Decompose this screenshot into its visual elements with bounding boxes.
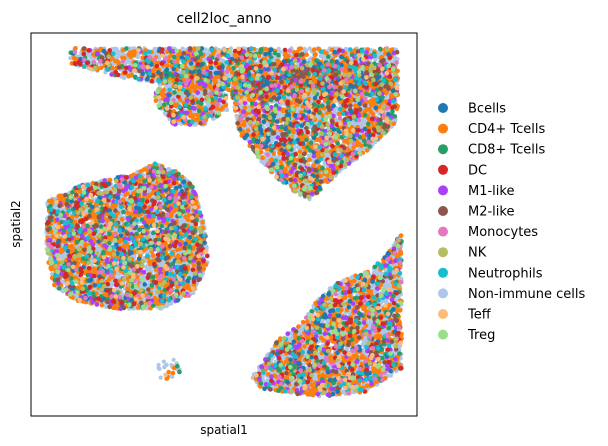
data-point — [164, 83, 169, 89]
data-point — [135, 55, 140, 60]
data-point — [306, 153, 311, 158]
data-point — [278, 50, 283, 55]
data-point — [292, 145, 297, 150]
data-point — [152, 46, 157, 52]
data-point — [226, 73, 231, 78]
data-point — [343, 46, 348, 52]
data-point — [202, 58, 207, 63]
data-point — [259, 159, 264, 164]
data-point — [115, 55, 120, 60]
data-point — [224, 106, 229, 111]
data-point — [119, 74, 124, 79]
data-point — [203, 47, 208, 52]
data-point — [307, 46, 312, 51]
scatter-points — [44, 46, 404, 399]
data-point — [86, 52, 91, 58]
data-point — [270, 137, 275, 142]
data-point — [276, 46, 281, 52]
data-point — [392, 57, 397, 62]
data-point — [362, 119, 367, 124]
data-point — [124, 59, 129, 64]
data-point — [220, 58, 225, 63]
chart-title: cell2loc_anno — [176, 11, 271, 27]
data-point — [234, 113, 239, 118]
